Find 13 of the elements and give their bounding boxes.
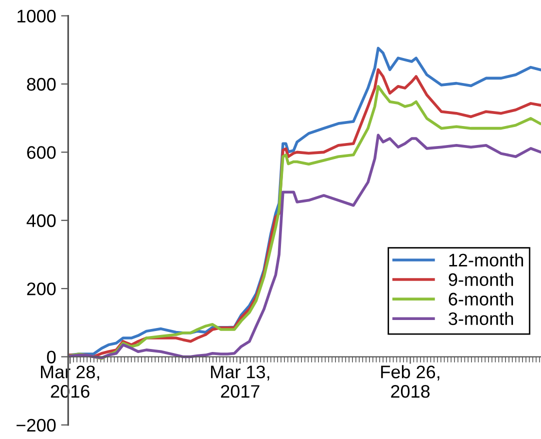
y-tick-label: 0	[47, 350, 56, 364]
x-tick-label: Mar 13, 2017	[211, 366, 270, 398]
legend-label: 6-month	[448, 292, 513, 306]
legend-label: 9-month	[448, 272, 513, 286]
legend-label: 12-month	[449, 253, 524, 266]
x-tick-label: Feb 26, 2018	[381, 365, 440, 398]
y-tick-label: −200	[16, 418, 56, 432]
y-tick-label: 800	[27, 78, 56, 91]
y-tick-label: 200	[27, 282, 56, 296]
y-tick-label: 600	[27, 146, 56, 159]
legend-label: 3-month	[448, 312, 513, 326]
y-tick-label: 400	[26, 214, 56, 228]
y-tick-label: 1000	[18, 10, 56, 23]
